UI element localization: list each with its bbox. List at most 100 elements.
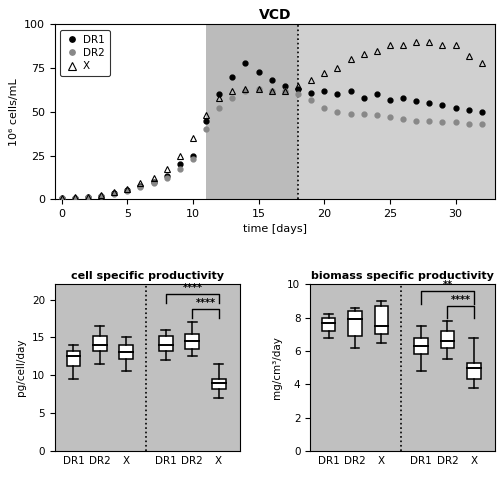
Line: DR1: DR1 — [59, 60, 484, 201]
DR1 — [479, 109, 485, 115]
DR2 — [85, 195, 91, 200]
Bar — [467, 363, 480, 379]
X — [98, 192, 104, 198]
X — [203, 112, 209, 118]
DR2 — [138, 184, 143, 190]
DR1 — [360, 95, 366, 101]
Text: ****: **** — [196, 298, 216, 308]
Line: DR2: DR2 — [59, 87, 484, 201]
Bar — [414, 338, 428, 354]
X — [177, 152, 183, 158]
X — [479, 60, 485, 66]
DR2 — [440, 120, 446, 125]
X — [426, 39, 432, 45]
Title: biomass specific productivity: biomass specific productivity — [311, 271, 494, 281]
DR2 — [322, 105, 328, 111]
DR1 — [440, 102, 446, 108]
X — [334, 65, 340, 71]
X — [164, 167, 170, 172]
DR1 — [111, 190, 117, 196]
X — [256, 86, 262, 92]
X — [440, 43, 446, 49]
Bar — [120, 345, 133, 359]
Bar — [440, 331, 454, 348]
Bar — [374, 306, 388, 334]
DR1 — [413, 98, 419, 104]
Bar — [66, 351, 80, 366]
Text: ****: **** — [182, 283, 203, 293]
X — [322, 71, 328, 76]
DR1 — [466, 107, 471, 113]
DR1 — [295, 86, 301, 92]
DR1 — [98, 193, 104, 198]
X — [452, 43, 458, 49]
DR2 — [256, 86, 262, 92]
DR2 — [177, 167, 183, 172]
DR2 — [242, 88, 248, 94]
DR1 — [282, 83, 288, 89]
DR1 — [203, 118, 209, 123]
Legend: DR1, DR2, X: DR1, DR2, X — [60, 30, 110, 76]
X — [190, 135, 196, 141]
DR1 — [268, 77, 274, 83]
Bar — [186, 334, 199, 349]
DR1 — [387, 97, 393, 102]
X — [466, 53, 471, 59]
DR1 — [124, 188, 130, 194]
DR2 — [348, 111, 354, 117]
DR2 — [111, 191, 117, 197]
X — [295, 83, 301, 89]
DR1 — [177, 161, 183, 167]
DR1 — [216, 92, 222, 98]
DR2 — [466, 121, 471, 127]
DR1 — [452, 105, 458, 111]
X — [138, 180, 143, 186]
DR1 — [308, 90, 314, 96]
Bar — [348, 311, 362, 336]
X — [374, 48, 380, 53]
X — [348, 56, 354, 62]
DR1 — [190, 152, 196, 158]
X — [282, 88, 288, 94]
DR2 — [374, 112, 380, 118]
DR2 — [230, 95, 235, 101]
X — [58, 196, 64, 201]
DR2 — [295, 92, 301, 98]
DR1 — [322, 88, 328, 94]
Bar — [212, 379, 226, 389]
X — [400, 43, 406, 49]
DR2 — [387, 114, 393, 120]
Line: X: X — [58, 39, 486, 202]
DR2 — [72, 195, 78, 201]
DR2 — [164, 175, 170, 181]
X — [150, 175, 156, 181]
X — [124, 186, 130, 192]
DR2 — [308, 97, 314, 102]
Text: ****: **** — [450, 295, 470, 305]
DR1 — [150, 179, 156, 185]
Title: VCD: VCD — [259, 8, 291, 22]
DR1 — [426, 100, 432, 106]
DR1 — [256, 69, 262, 74]
DR2 — [360, 111, 366, 117]
X — [72, 195, 78, 200]
X — [242, 86, 248, 92]
X — [413, 39, 419, 45]
DR2 — [58, 196, 64, 201]
DR2 — [268, 88, 274, 94]
DR2 — [216, 105, 222, 111]
DR2 — [413, 118, 419, 123]
DR2 — [124, 188, 130, 194]
X — [308, 77, 314, 83]
DR1 — [400, 95, 406, 101]
DR2 — [203, 126, 209, 132]
Bar — [322, 318, 336, 331]
Title: cell specific productivity: cell specific productivity — [71, 271, 224, 281]
DR1 — [242, 60, 248, 66]
DR2 — [334, 109, 340, 115]
Bar — [206, 24, 298, 199]
DR2 — [98, 193, 104, 199]
DR2 — [282, 88, 288, 94]
DR2 — [190, 156, 196, 162]
DR1 — [85, 194, 91, 200]
